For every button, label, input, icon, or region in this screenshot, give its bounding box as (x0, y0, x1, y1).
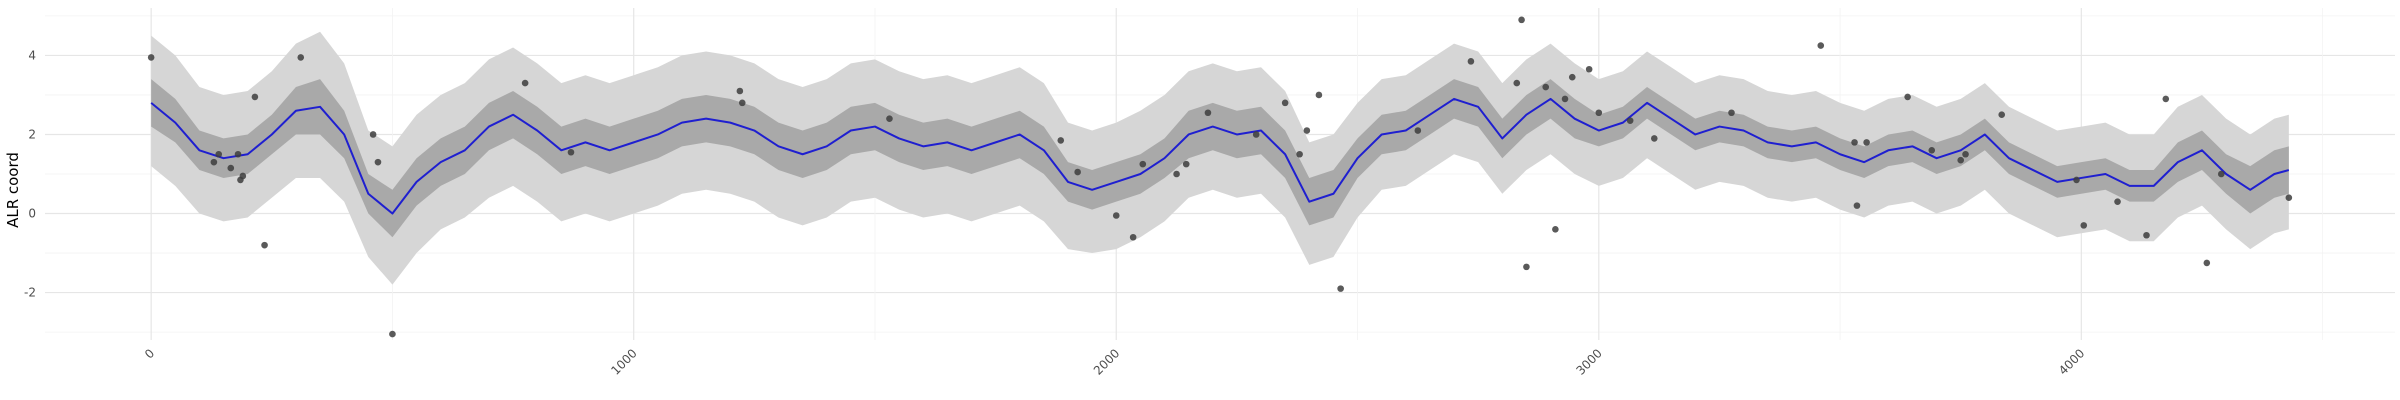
observed-points-layer (147, 16, 2293, 338)
data-point (251, 93, 259, 101)
data-point (210, 158, 218, 166)
y-axis-ticks: -2 0 2 4 (24, 48, 36, 299)
data-point (1552, 226, 1559, 233)
data-point (1129, 233, 1137, 241)
inner-confidence-band-layer (151, 79, 2289, 238)
data-point (1074, 168, 1081, 176)
data-point (1182, 160, 1190, 168)
data-point (736, 87, 744, 95)
data-point (2203, 259, 2211, 267)
data-point (1173, 170, 1180, 178)
data-point (1513, 79, 1521, 87)
inner-confidence-band (151, 79, 2289, 238)
x-tick-label: 4000 (2056, 346, 2087, 377)
data-point (1863, 139, 1870, 146)
data-point (521, 79, 529, 87)
outer-confidence-band (151, 31, 2289, 285)
y-tick-label: 0 (28, 207, 36, 221)
data-point (1337, 285, 1344, 292)
data-point (369, 131, 377, 138)
x-tick-label: 3000 (1573, 346, 1604, 377)
data-point (1414, 127, 1422, 134)
data-point (1523, 263, 1530, 271)
y-tick-label: -2 (24, 286, 36, 300)
data-point (1204, 109, 1212, 117)
data-point (227, 164, 235, 172)
data-point (1962, 150, 1969, 158)
mean-line-layer (150, 97, 2290, 215)
x-tick-label: 1000 (608, 346, 639, 377)
data-point (2143, 231, 2150, 239)
data-point (1139, 160, 1147, 168)
data-point (2162, 95, 2170, 103)
data-point (1112, 212, 1120, 219)
data-point (1518, 16, 1525, 24)
data-point (1296, 150, 1303, 158)
data-point (1853, 202, 1861, 209)
data-point (2285, 194, 2293, 202)
data-point (1252, 131, 1260, 138)
data-point (297, 54, 305, 61)
data-point (1303, 127, 1311, 134)
x-tick-label: 2000 (1091, 346, 1122, 377)
data-point (1315, 91, 1323, 99)
x-axis-ticks: 0 1000 2000 3000 4000 (142, 346, 2087, 377)
mean-line (150, 97, 2290, 215)
data-point (234, 150, 242, 158)
data-point (1542, 83, 1550, 91)
data-point (1467, 58, 1475, 65)
data-point (738, 99, 746, 107)
data-point (1957, 156, 1965, 164)
data-point (374, 158, 382, 166)
data-point (389, 330, 396, 338)
data-point (886, 115, 893, 122)
data-point (2217, 170, 2225, 178)
data-point (1626, 117, 1634, 124)
data-point (1904, 93, 1911, 101)
data-point (1057, 137, 1065, 144)
data-point (2073, 176, 2080, 184)
data-point (1817, 42, 1825, 49)
outer-confidence-band-layer (151, 31, 2289, 285)
data-point (2080, 222, 2088, 229)
data-point (239, 172, 247, 180)
y-axis-title: ALR coord (4, 152, 22, 228)
data-point (1561, 95, 1569, 103)
data-point (215, 150, 223, 158)
data-point (1728, 109, 1735, 117)
y-tick-label: 2 (28, 127, 36, 141)
data-point (147, 54, 155, 61)
data-point (1928, 146, 1936, 154)
data-point (1650, 135, 1658, 142)
data-point (1281, 99, 1289, 107)
data-point (567, 148, 575, 156)
data-point (1568, 73, 1576, 81)
data-point (1595, 109, 1603, 117)
data-point (1585, 65, 1593, 73)
data-point (1998, 111, 2006, 119)
data-point (2114, 198, 2121, 205)
data-point (1851, 139, 1858, 146)
y-tick-label: 4 (28, 48, 36, 62)
data-point (261, 241, 268, 249)
x-tick-label: 0 (142, 346, 157, 361)
